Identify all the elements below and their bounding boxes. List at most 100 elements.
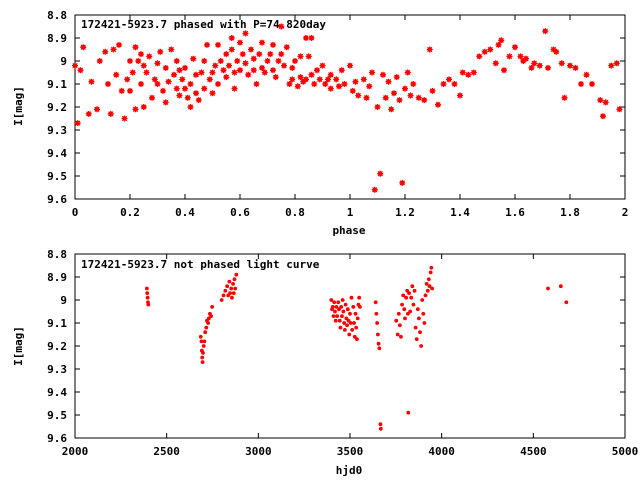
- data-point: [199, 339, 204, 344]
- x-tick-label: 3000: [245, 445, 272, 458]
- data-point: [193, 71, 199, 78]
- data-point: [589, 81, 595, 87]
- data-point: [270, 41, 276, 48]
- data-point: [228, 291, 233, 295]
- data-point: [338, 67, 345, 74]
- data-point: [407, 92, 414, 99]
- data-point: [187, 104, 194, 110]
- data-point: [140, 62, 147, 69]
- data-point: [245, 71, 252, 78]
- data-point: [127, 87, 133, 94]
- x-tick-label: 0.8: [285, 206, 305, 219]
- data-point: [319, 62, 326, 69]
- data-point: [403, 316, 407, 321]
- data-point: [388, 106, 395, 113]
- data-point: [546, 286, 550, 291]
- data-point: [353, 311, 358, 316]
- data-point: [281, 62, 287, 69]
- data-point: [523, 55, 529, 62]
- phased-light-curve-panel: 172421-5923.7 phased with P=74.820day ph…: [12, 9, 628, 237]
- data-point: [242, 60, 249, 67]
- data-point: [234, 58, 241, 64]
- data-point: [558, 60, 565, 67]
- data-point: [377, 170, 384, 177]
- x-tick-label: 2000: [62, 445, 89, 458]
- data-point: [415, 307, 420, 312]
- data-point: [391, 90, 397, 97]
- data-point: [85, 110, 92, 117]
- data-point: [264, 58, 271, 64]
- data-point: [327, 85, 334, 92]
- y-tick-label: 9: [60, 294, 67, 307]
- data-point: [435, 101, 441, 108]
- data-point: [149, 94, 155, 101]
- data-point: [545, 64, 551, 71]
- data-point: [407, 291, 411, 295]
- data-point: [446, 76, 452, 83]
- data-point: [102, 48, 109, 55]
- data-point: [198, 334, 203, 339]
- data-point: [351, 305, 356, 309]
- data-point: [342, 321, 347, 325]
- data-point: [476, 53, 483, 60]
- data-point: [423, 293, 428, 298]
- data-point: [347, 332, 352, 337]
- data-point: [349, 295, 354, 300]
- data-point: [536, 62, 543, 69]
- data-point: [261, 69, 268, 76]
- data-point: [202, 339, 207, 344]
- data-point: [402, 307, 407, 312]
- data-point: [253, 81, 260, 87]
- data-point: [219, 298, 224, 302]
- data-point: [348, 321, 353, 325]
- data-point: [283, 44, 290, 51]
- data-point: [374, 104, 381, 110]
- data-point: [203, 330, 208, 335]
- x-tick-label: 1.6: [505, 206, 525, 219]
- data-point: [498, 37, 505, 44]
- data-point: [422, 321, 427, 325]
- data-point: [325, 76, 331, 83]
- data-point: [107, 110, 114, 117]
- data-point: [419, 344, 424, 348]
- data-point: [382, 94, 389, 101]
- data-point: [154, 81, 161, 87]
- data-point: [354, 325, 359, 330]
- data-point: [88, 78, 95, 85]
- data-point: [272, 74, 279, 81]
- y-tick-label: 8.9: [47, 32, 67, 45]
- data-point: [209, 69, 216, 76]
- data-point: [204, 41, 210, 48]
- y-tick-label: 9.6: [47, 193, 67, 206]
- x-tick-label: 2500: [153, 445, 180, 458]
- data-point: [297, 53, 304, 60]
- data-point: [72, 62, 78, 69]
- data-point: [146, 53, 153, 60]
- data-point: [430, 286, 435, 291]
- data-point: [350, 328, 355, 332]
- data-point: [77, 67, 84, 74]
- data-point: [348, 311, 352, 316]
- data-point: [237, 39, 243, 46]
- data-point: [411, 302, 416, 307]
- data-point: [190, 55, 197, 62]
- data-point: [542, 28, 549, 35]
- data-point: [217, 58, 224, 64]
- data-point: [230, 295, 234, 300]
- data-point: [440, 81, 447, 87]
- data-point: [311, 81, 318, 87]
- data-point: [352, 321, 356, 325]
- data-point: [410, 284, 415, 289]
- data-point: [357, 295, 362, 300]
- data-point: [179, 76, 186, 83]
- data-point: [297, 74, 304, 81]
- data-point: [80, 44, 87, 51]
- data-point: [349, 87, 356, 94]
- data-point: [343, 302, 348, 307]
- y-tick-label: 9.4: [47, 147, 67, 160]
- data-point: [223, 288, 228, 293]
- data-point: [377, 346, 382, 351]
- data-point: [404, 69, 411, 76]
- data-point: [138, 51, 144, 58]
- data-point: [210, 305, 215, 309]
